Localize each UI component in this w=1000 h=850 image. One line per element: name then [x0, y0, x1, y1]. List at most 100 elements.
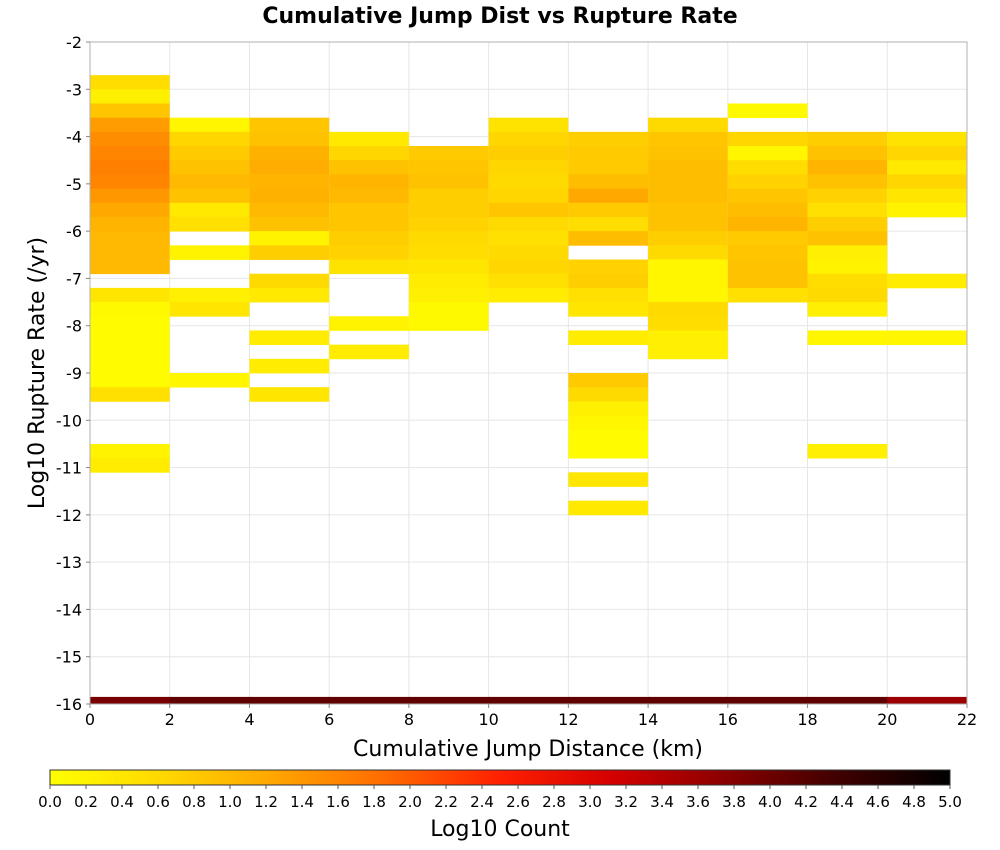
- y-tick-label: -5: [66, 175, 82, 194]
- y-tick-label: -3: [66, 80, 82, 99]
- heatmap-cell: [807, 330, 888, 346]
- colorbar-tick-label: 1.2: [254, 793, 278, 811]
- colorbar-label: Log10 Count: [430, 817, 570, 842]
- heatmap-cell: [568, 216, 649, 232]
- heatmap-cell: [727, 287, 808, 303]
- heatmap-cell: [648, 188, 728, 204]
- heatmap-cell: [329, 160, 409, 175]
- heatmap-cell: [727, 131, 808, 147]
- heatmap-cell: [568, 373, 649, 388]
- heatmap-cell: [727, 259, 808, 275]
- heatmap-cell: [887, 131, 967, 147]
- heatmap-cell: [568, 131, 649, 147]
- x-tick-label: 4: [244, 710, 254, 729]
- colorbar-tick-label: 0.6: [146, 793, 170, 811]
- heatmap-cell: [727, 696, 808, 704]
- heatmap-cell: [648, 259, 728, 275]
- heatmap-cell: [249, 188, 330, 204]
- heatmap-cell: [887, 188, 967, 204]
- colorbar-tick-label: 1.8: [362, 793, 386, 811]
- heatmap-cell: [568, 287, 649, 303]
- heatmap-cell: [488, 231, 569, 246]
- heatmap-cell: [887, 330, 967, 346]
- heatmap-cell: [408, 259, 489, 275]
- colorbar-tick-label: 3.0: [578, 793, 602, 811]
- heatmap-cell: [169, 302, 250, 317]
- y-tick-label: -15: [56, 648, 82, 667]
- x-axis-label: Cumulative Jump Distance (km): [353, 737, 703, 762]
- heatmap-cell: [90, 330, 170, 346]
- heatmap-cell: [568, 202, 649, 218]
- heatmap-cell: [648, 160, 728, 175]
- heatmap-cell: [887, 160, 967, 175]
- heatmap-cell: [90, 287, 170, 303]
- colorbar-tick-label: 4.2: [794, 793, 818, 811]
- heatmap-cell: [90, 245, 170, 260]
- heatmap-cell: [568, 429, 649, 445]
- colorbar-tick-label: 0.2: [74, 793, 98, 811]
- heatmap-cell: [568, 401, 649, 416]
- heatmap-cell: [249, 202, 330, 218]
- x-tick-label: 14: [638, 710, 658, 729]
- heatmap-cell: [807, 146, 888, 161]
- heatmap-cell: [648, 131, 728, 147]
- heatmap-cell: [727, 174, 808, 189]
- y-tick-label: -7: [66, 269, 82, 288]
- heatmap-cell: [807, 696, 888, 704]
- heatmap-cell: [488, 202, 569, 218]
- heatmap-cell: [329, 174, 409, 189]
- x-tick-label: 20: [877, 710, 897, 729]
- heatmap-cell: [249, 174, 330, 189]
- heatmap-cell: [408, 316, 489, 331]
- heatmap-cell: [90, 188, 170, 204]
- heatmap-cell: [90, 344, 170, 360]
- heatmap-cell: [648, 146, 728, 161]
- heatmap-cell: [568, 330, 649, 346]
- heatmap-cell: [90, 103, 170, 119]
- heatmap-cell: [169, 188, 250, 204]
- heatmap-cell: [329, 316, 409, 331]
- heatmap-cell: [648, 696, 729, 704]
- heatmap-cell: [488, 259, 569, 275]
- heatmap-cell: [90, 160, 170, 175]
- colorbar-tick-label: 0.8: [182, 793, 206, 811]
- colorbar-tick-label: 2.8: [542, 793, 566, 811]
- y-tick-label: -10: [56, 411, 82, 430]
- colorbar-tick-label: 1.6: [326, 793, 350, 811]
- heatmap-cell: [408, 174, 489, 189]
- heatmap-cell: [488, 146, 569, 161]
- heatmap-cell: [648, 330, 728, 346]
- colorbar-tick-label: 3.2: [614, 793, 638, 811]
- heatmap-cell: [249, 131, 330, 147]
- heatmap-cell: [169, 373, 250, 388]
- heatmap-cell: [90, 202, 170, 218]
- heatmap-cell: [90, 358, 170, 374]
- heatmap-cell: [329, 245, 409, 260]
- heatmap-cell: [90, 458, 170, 473]
- heatmap-cell: [807, 259, 888, 275]
- heatmap-cell: [90, 146, 170, 161]
- colorbar: [49, 769, 951, 786]
- heatmap-cell: [568, 387, 649, 402]
- heatmap-cell: [727, 146, 808, 161]
- heatmap-cell: [90, 387, 170, 402]
- heatmap-cell: [648, 216, 728, 232]
- heatmap-cell: [648, 202, 728, 218]
- heatmap-cell: [90, 259, 170, 275]
- x-tick-label: 0: [85, 710, 95, 729]
- y-tick-label: -9: [66, 364, 82, 383]
- y-tick-label: -4: [66, 128, 82, 147]
- heatmap-cell: [329, 188, 409, 204]
- heatmap-cell: [807, 287, 888, 303]
- heatmap-cell: [807, 443, 888, 459]
- heatmap-cell: [648, 273, 728, 289]
- heatmap-cell: [169, 146, 250, 161]
- x-tick-label: 8: [404, 710, 414, 729]
- heatmap-cell: [169, 696, 250, 704]
- heatmap-cell: [408, 273, 489, 289]
- y-tick-label: -14: [56, 600, 82, 619]
- colorbar-tick-label: 1.4: [290, 793, 314, 811]
- heatmap-cell: [807, 302, 888, 317]
- heatmap-cell: [90, 117, 170, 133]
- heatmap-cell: [408, 302, 489, 317]
